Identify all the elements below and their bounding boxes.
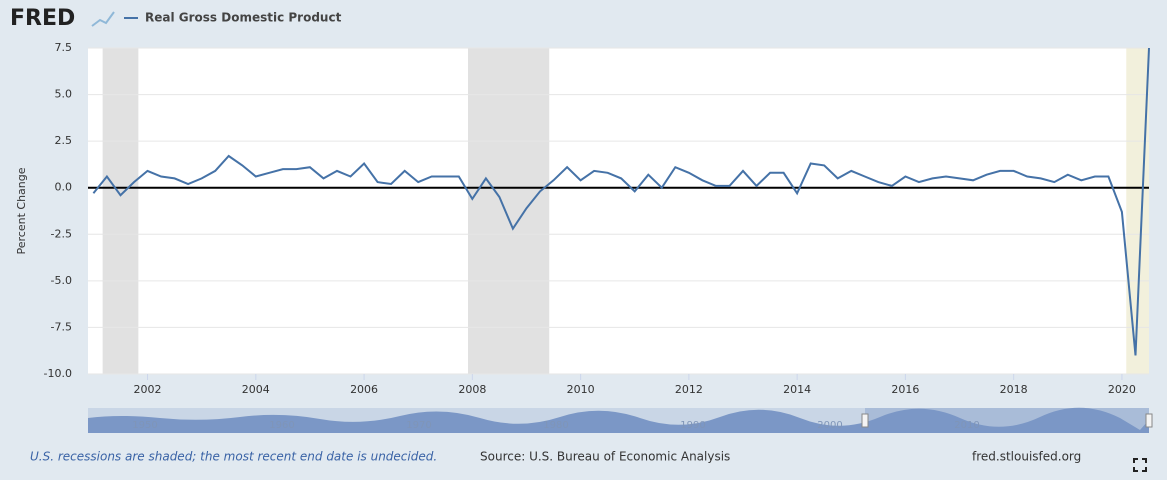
x-tick-label: 2010 [567, 383, 595, 396]
legend-label: Real Gross Domestic Product [145, 11, 342, 25]
y-tick-label: -2.5 [51, 227, 72, 240]
series-line [92, 47, 1150, 356]
y-tick-label: -7.5 [51, 320, 72, 333]
recession-note: U.S. recessions are shaded; the most rec… [30, 450, 437, 464]
navigator-handle[interactable] [1145, 413, 1153, 428]
y-tick-label: 2.5 [55, 134, 73, 147]
x-tick-label: 2014 [783, 383, 811, 396]
y-tick-label: -5.0 [51, 274, 72, 287]
recession-shade [1126, 48, 1149, 374]
x-tick-label: 2018 [1000, 383, 1028, 396]
y-tick-label: 5.0 [55, 88, 73, 101]
y-tick-label: 0.0 [55, 181, 73, 194]
navigator-label: 2000 [817, 420, 842, 431]
x-tick-label: 2012 [675, 383, 703, 396]
navigator-label: 2010 [954, 420, 979, 431]
navigator-label: 1990 [680, 420, 705, 431]
navigator-label: 1980 [543, 420, 568, 431]
plot-area [88, 48, 1149, 374]
url: fred.stlouisfed.org [972, 450, 1081, 464]
navigator-label: 1960 [269, 420, 294, 431]
y-axis-label: Percent Change [15, 167, 28, 254]
recession-shade [468, 48, 550, 374]
x-tick-label: 2004 [242, 383, 270, 396]
navigator-handle[interactable] [861, 413, 869, 428]
x-tick-label: 2016 [891, 383, 919, 396]
x-tick-label: 2020 [1108, 383, 1136, 396]
logo: FRED [10, 6, 75, 31]
y-tick-label: -10.0 [44, 367, 72, 380]
source: Source: U.S. Bureau of Economic Analysis [480, 450, 730, 464]
x-tick-label: 2002 [134, 383, 162, 396]
x-tick-label: 2006 [350, 383, 378, 396]
x-tick-label: 2008 [458, 383, 486, 396]
navigator-series [88, 407, 1149, 433]
logo-icon [91, 11, 115, 27]
recession-shade [102, 48, 139, 374]
navigator-label: 1950 [132, 420, 157, 431]
y-tick-label: 7.5 [55, 41, 73, 54]
fullscreen-icon[interactable] [1133, 458, 1147, 472]
navigator-label: 1970 [406, 420, 431, 431]
